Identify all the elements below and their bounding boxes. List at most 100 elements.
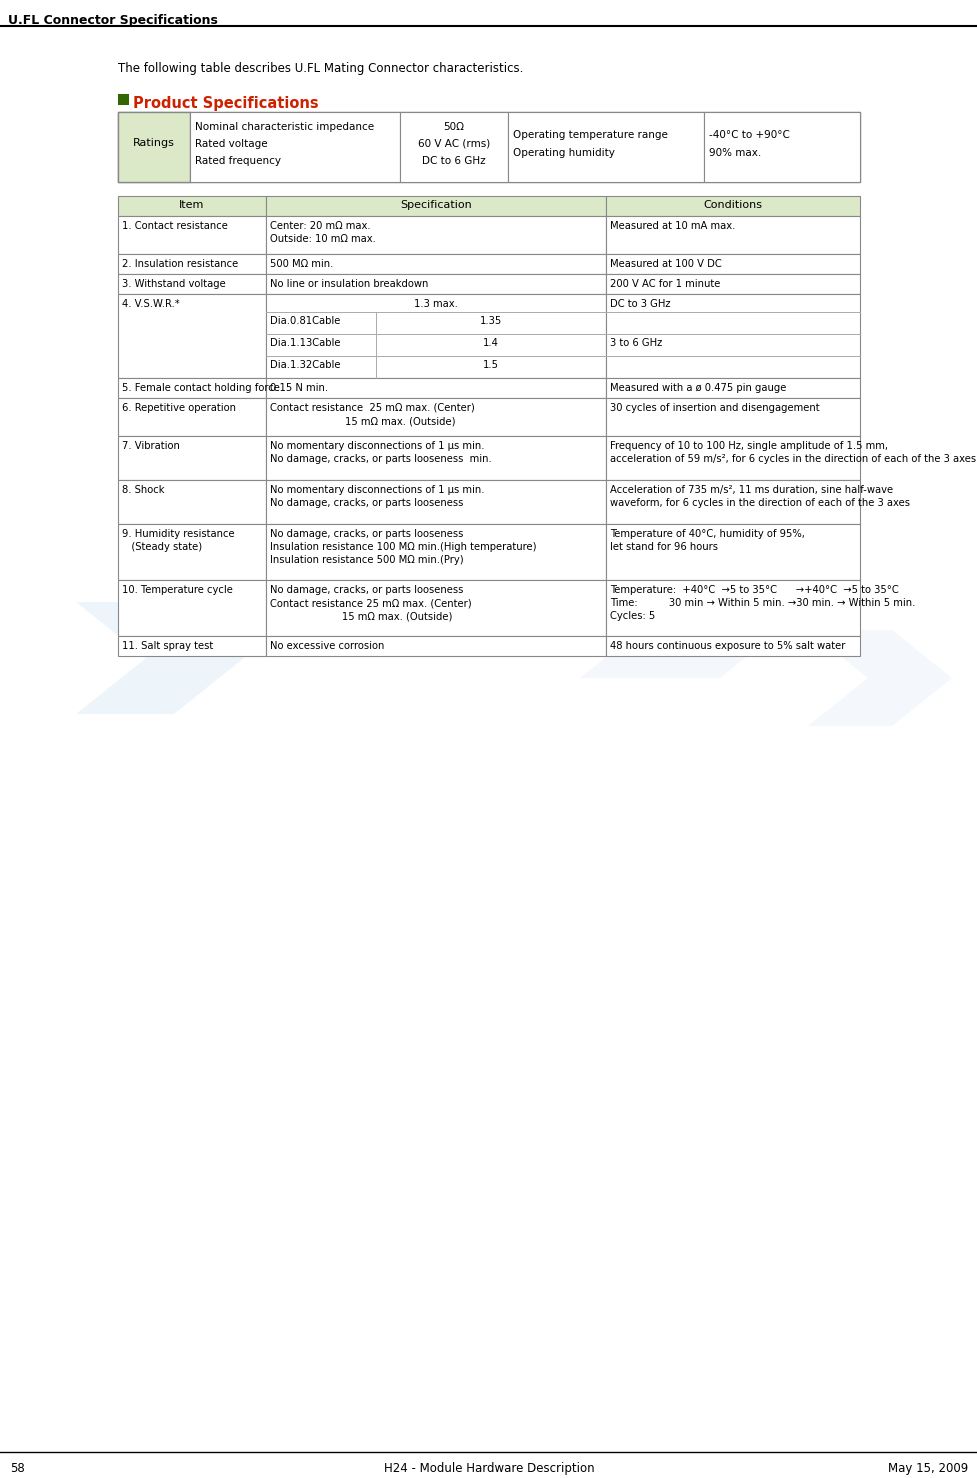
Bar [118, 95, 129, 105]
Text: 0.15 N min.: 0.15 N min. [270, 383, 328, 393]
Text: Specification: Specification [400, 200, 471, 210]
Text: 500 MΩ min.: 500 MΩ min. [270, 259, 333, 269]
Text: 6. Repetitive operation: 6. Repetitive operation [122, 403, 235, 412]
Text: Center: 20 mΩ max.
Outside: 10 mΩ max.: Center: 20 mΩ max. Outside: 10 mΩ max. [270, 222, 375, 244]
Bar [507, 112, 703, 182]
Text: Item: Item [179, 200, 204, 210]
Text: 9. Humidity resistance
   (Steady state): 9. Humidity resistance (Steady state) [122, 529, 234, 553]
Text: May 15, 2009: May 15, 2009 [887, 1462, 967, 1475]
Bar [266, 273, 606, 294]
Text: 1.3 max.: 1.3 max. [413, 299, 457, 309]
Bar [606, 398, 859, 436]
Text: 90% max.: 90% max. [708, 148, 760, 158]
Polygon shape [807, 630, 951, 726]
Text: 10. Temperature cycle: 10. Temperature cycle [122, 585, 233, 596]
Text: Conditions: Conditions [702, 200, 762, 210]
Text: -40°C to +90°C: -40°C to +90°C [708, 130, 789, 140]
Text: The following table describes U.FL Mating Connector characteristics.: The following table describes U.FL Matin… [118, 62, 523, 75]
Bar [266, 254, 606, 273]
Text: Dia.0.81Cable: Dia.0.81Cable [270, 316, 340, 327]
Text: No momentary disconnections of 1 μs min.
No damage, cracks, or parts looseness  : No momentary disconnections of 1 μs min.… [270, 440, 491, 464]
Text: Operating temperature range: Operating temperature range [513, 130, 667, 140]
Bar [190, 112, 400, 182]
Bar [266, 294, 606, 378]
Text: 3. Withstand voltage: 3. Withstand voltage [122, 279, 226, 290]
Bar [118, 636, 266, 656]
Text: 60 V AC (rms): 60 V AC (rms) [417, 139, 489, 149]
Bar [606, 525, 859, 579]
Text: Product Specifications: Product Specifications [133, 96, 319, 111]
Text: U.FL Connector Specifications: U.FL Connector Specifications [8, 13, 218, 27]
Text: 4. V.S.W.R.*: 4. V.S.W.R.* [122, 299, 180, 309]
Bar [118, 579, 266, 636]
Text: 30 cycles of insertion and disengagement: 30 cycles of insertion and disengagement [610, 403, 819, 412]
Text: 7. Vibration: 7. Vibration [122, 440, 180, 451]
Bar [400, 112, 507, 182]
Text: Rated voltage: Rated voltage [194, 139, 268, 149]
Bar [606, 254, 859, 273]
Text: Measured with a ø 0.475 pin gauge: Measured with a ø 0.475 pin gauge [610, 383, 786, 393]
Bar [118, 398, 266, 436]
Text: 58: 58 [10, 1462, 24, 1475]
Bar [266, 636, 606, 656]
Bar [118, 254, 266, 273]
Text: No line or insulation breakdown: No line or insulation breakdown [270, 279, 428, 290]
Text: Frequency of 10 to 100 Hz, single amplitude of 1.5 mm,
acceleration of 59 m/s², : Frequency of 10 to 100 Hz, single amplit… [610, 440, 975, 464]
Text: Ratings: Ratings [133, 137, 175, 148]
Bar [266, 525, 606, 579]
Bar [606, 294, 859, 378]
Text: 200 V AC for 1 minute: 200 V AC for 1 minute [610, 279, 720, 290]
Bar [266, 197, 606, 216]
Bar [606, 216, 859, 254]
Bar [118, 112, 190, 182]
Bar [606, 480, 859, 525]
Text: Measured at 10 mA max.: Measured at 10 mA max. [610, 222, 735, 231]
Text: 1.5: 1.5 [483, 361, 498, 370]
Text: No excessive corrosion: No excessive corrosion [270, 641, 384, 650]
Text: DC to 6 GHz: DC to 6 GHz [422, 157, 486, 166]
Text: Rated frequency: Rated frequency [194, 157, 280, 166]
Text: No momentary disconnections of 1 μs min.
No damage, cracks, or parts looseness: No momentary disconnections of 1 μs min.… [270, 485, 484, 508]
Text: No damage, cracks, or parts looseness
Contact resistance 25 mΩ max. (Center)
   : No damage, cracks, or parts looseness Co… [270, 585, 471, 621]
Text: Dia.1.32Cable: Dia.1.32Cable [270, 361, 340, 370]
Bar [118, 480, 266, 525]
Bar [118, 436, 266, 480]
Bar [606, 436, 859, 480]
Text: Temperature:  +40°C  →5 to 35°C      →+40°C  →5 to 35°C
Time:          30 min → : Temperature: +40°C →5 to 35°C →+40°C →5 … [610, 585, 914, 621]
Text: 1.4: 1.4 [483, 338, 498, 347]
Polygon shape [404, 435, 595, 562]
Text: 11. Salt spray test: 11. Salt spray test [122, 641, 213, 650]
Bar [266, 480, 606, 525]
Bar [266, 436, 606, 480]
Bar [606, 378, 859, 398]
Text: Operating humidity: Operating humidity [513, 148, 615, 158]
Bar [118, 525, 266, 579]
Bar [266, 579, 606, 636]
Bar [266, 378, 606, 398]
Polygon shape [224, 514, 415, 641]
Bar [118, 378, 266, 398]
Bar [118, 216, 266, 254]
Text: 1. Contact resistance: 1. Contact resistance [122, 222, 228, 231]
Bar [266, 398, 606, 436]
Text: Temperature of 40°C, humidity of 95%,
let stand for 96 hours: Temperature of 40°C, humidity of 95%, le… [610, 529, 804, 553]
Bar [118, 197, 266, 216]
Text: 8. Shock: 8. Shock [122, 485, 164, 495]
Bar [266, 216, 606, 254]
Text: Nominal characteristic impedance: Nominal characteristic impedance [194, 123, 374, 132]
Text: 3 to 6 GHz: 3 to 6 GHz [610, 338, 661, 347]
Text: 2. Insulation resistance: 2. Insulation resistance [122, 259, 238, 269]
Text: 1.35: 1.35 [480, 316, 501, 327]
Text: 48 hours continuous exposure to 5% salt water: 48 hours continuous exposure to 5% salt … [610, 641, 844, 650]
Text: 5. Female contact holding force: 5. Female contact holding force [122, 383, 279, 393]
Text: Measured at 100 V DC: Measured at 100 V DC [610, 259, 721, 269]
Text: 50Ω: 50Ω [443, 123, 464, 132]
Text: H24 - Module Hardware Description: H24 - Module Hardware Description [383, 1462, 594, 1475]
Polygon shape [579, 517, 819, 678]
Bar [118, 294, 266, 378]
Text: DC to 3 GHz: DC to 3 GHz [610, 299, 670, 309]
Bar [118, 273, 266, 294]
Bar [606, 636, 859, 656]
Text: Contact resistance  25 mΩ max. (Center)
                        15 mΩ max. (Outs: Contact resistance 25 mΩ max. (Center) 1… [270, 403, 474, 426]
Text: Acceleration of 735 m/s², 11 ms duration, sine half-wave
waveform, for 6 cycles : Acceleration of 735 m/s², 11 ms duration… [610, 485, 909, 508]
